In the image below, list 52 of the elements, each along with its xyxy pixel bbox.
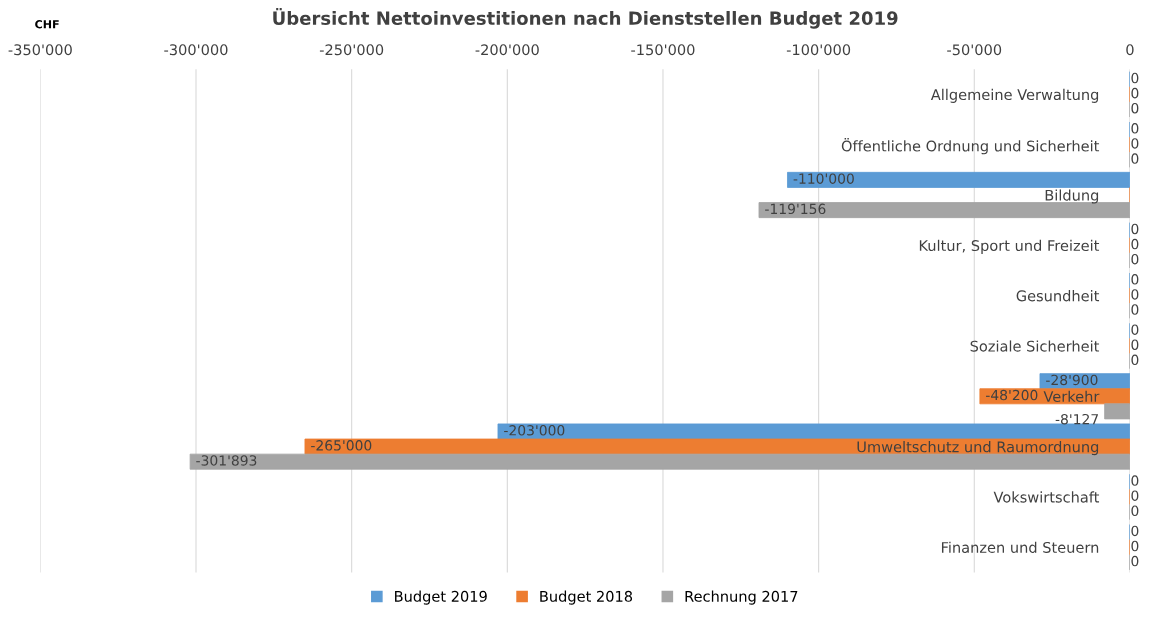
- legend-label: Budget 2018: [540, 590, 633, 605]
- data-label: -301'893: [196, 455, 257, 466]
- data-label: 0: [1131, 475, 1139, 486]
- x-tick-label: -50'000: [947, 44, 1002, 56]
- data-label: 0: [1131, 339, 1139, 350]
- data-label: 0: [1131, 505, 1139, 517]
- data-label: 0: [1131, 555, 1139, 567]
- data-label: 0: [1131, 223, 1139, 235]
- x-tick-label: -300'000: [164, 44, 228, 56]
- data-label: 0: [1131, 87, 1139, 99]
- legend-label: Budget 2019: [395, 590, 487, 605]
- text: CHF: [35, 20, 59, 29]
- data-label: 0: [1131, 525, 1139, 537]
- data-label: 0: [1131, 304, 1139, 315]
- y-tick-label: Kultur, Sport und Freizeit: [919, 239, 1100, 254]
- x-tick-label: -150'000: [631, 44, 695, 56]
- data-label: -265'000: [311, 440, 372, 451]
- x-tick-label: -100'000: [786, 44, 851, 56]
- data-label: -119'156: [765, 203, 826, 215]
- data-label: -28'900: [1046, 374, 1098, 386]
- data-label: 0: [1131, 490, 1139, 501]
- y-tick-label: Finanzen und Steuern: [941, 541, 1099, 553]
- y-tick-label: Bildung: [1045, 189, 1099, 204]
- x-tick-label: -350'000: [8, 44, 72, 56]
- legend-label: Rechnung 2017: [685, 590, 798, 605]
- data-label: 0: [1131, 540, 1139, 552]
- y-tick-label: Allgemeine Verwaltung: [930, 88, 1099, 103]
- x-tick-label: 0: [1126, 44, 1134, 56]
- x-tick-label: -200'000: [475, 44, 539, 56]
- data-label: 0: [1131, 324, 1139, 335]
- data-label: 0: [1131, 102, 1139, 114]
- data-label: 0: [1131, 253, 1139, 265]
- chart-title: Übersicht Nettoinvestitionen nach Dienststellen Budget 2019: [273, 8, 898, 29]
- data-label: 0: [1131, 274, 1139, 285]
- y-tick-label: Soziale Sicherheit: [970, 340, 1100, 352]
- data-label: -48'200: [986, 389, 1038, 401]
- y-tick-label: Gesundheit: [1016, 290, 1100, 302]
- data-label: 0: [1131, 123, 1139, 134]
- x-tick-label: -250'000: [319, 44, 384, 56]
- y-tick-label: Vokswirtschaft: [993, 491, 1100, 503]
- data-label: 0: [1131, 238, 1139, 250]
- data-label: 0: [1131, 289, 1139, 300]
- data-label: -203'000: [504, 425, 565, 436]
- data-label: 0: [1131, 72, 1139, 84]
- data-label: 0: [1131, 354, 1139, 366]
- y-tick-label: Öffentliche Ordnung und Sicherheit: [841, 138, 1100, 155]
- data-label: 0: [1131, 138, 1139, 149]
- y-tick-label: Umweltschutz und Raumordnung: [857, 441, 1099, 456]
- data-label: 0: [1131, 153, 1139, 164]
- data-label: -8'127: [1055, 413, 1099, 425]
- y-tick-label: Verkehr: [1043, 390, 1100, 403]
- data-label: -110'000: [793, 173, 854, 184]
